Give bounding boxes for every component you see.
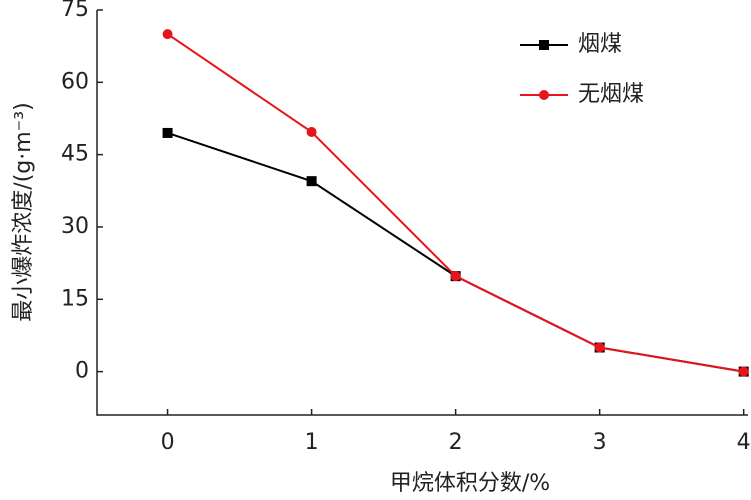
legend-marker: [539, 90, 549, 100]
y-tick-label: 30: [61, 214, 89, 239]
y-tick-label: 45: [61, 142, 89, 167]
point: [450, 271, 461, 282]
x-tick-label: 3: [593, 430, 607, 455]
legend-label: 烟煤: [578, 32, 622, 57]
x-tick-label: 2: [449, 430, 463, 455]
y-axis-label: 最小爆炸浓度/(g·m⁻³): [11, 102, 36, 321]
point: [594, 342, 605, 353]
series-line: [167, 131, 744, 373]
axis-frame: [96, 10, 748, 416]
y-tick-label: 0: [75, 359, 89, 384]
point: [306, 176, 317, 187]
point: [162, 127, 173, 138]
x-tick-label: 1: [305, 430, 319, 455]
series-line: [167, 33, 744, 373]
legend-marker: [539, 40, 549, 50]
point: [306, 126, 317, 137]
point: [738, 366, 749, 377]
point: [162, 29, 173, 40]
x-axis-label: 甲烷体积分数/%: [390, 471, 550, 496]
y-tick-label: 15: [61, 286, 89, 311]
legend-label: 无烟煤: [578, 82, 644, 107]
y-tick-label: 60: [61, 69, 89, 94]
y-tick-label: 75: [61, 0, 89, 22]
x-tick-label: 4: [737, 430, 751, 455]
x-tick-label: 0: [161, 430, 175, 455]
